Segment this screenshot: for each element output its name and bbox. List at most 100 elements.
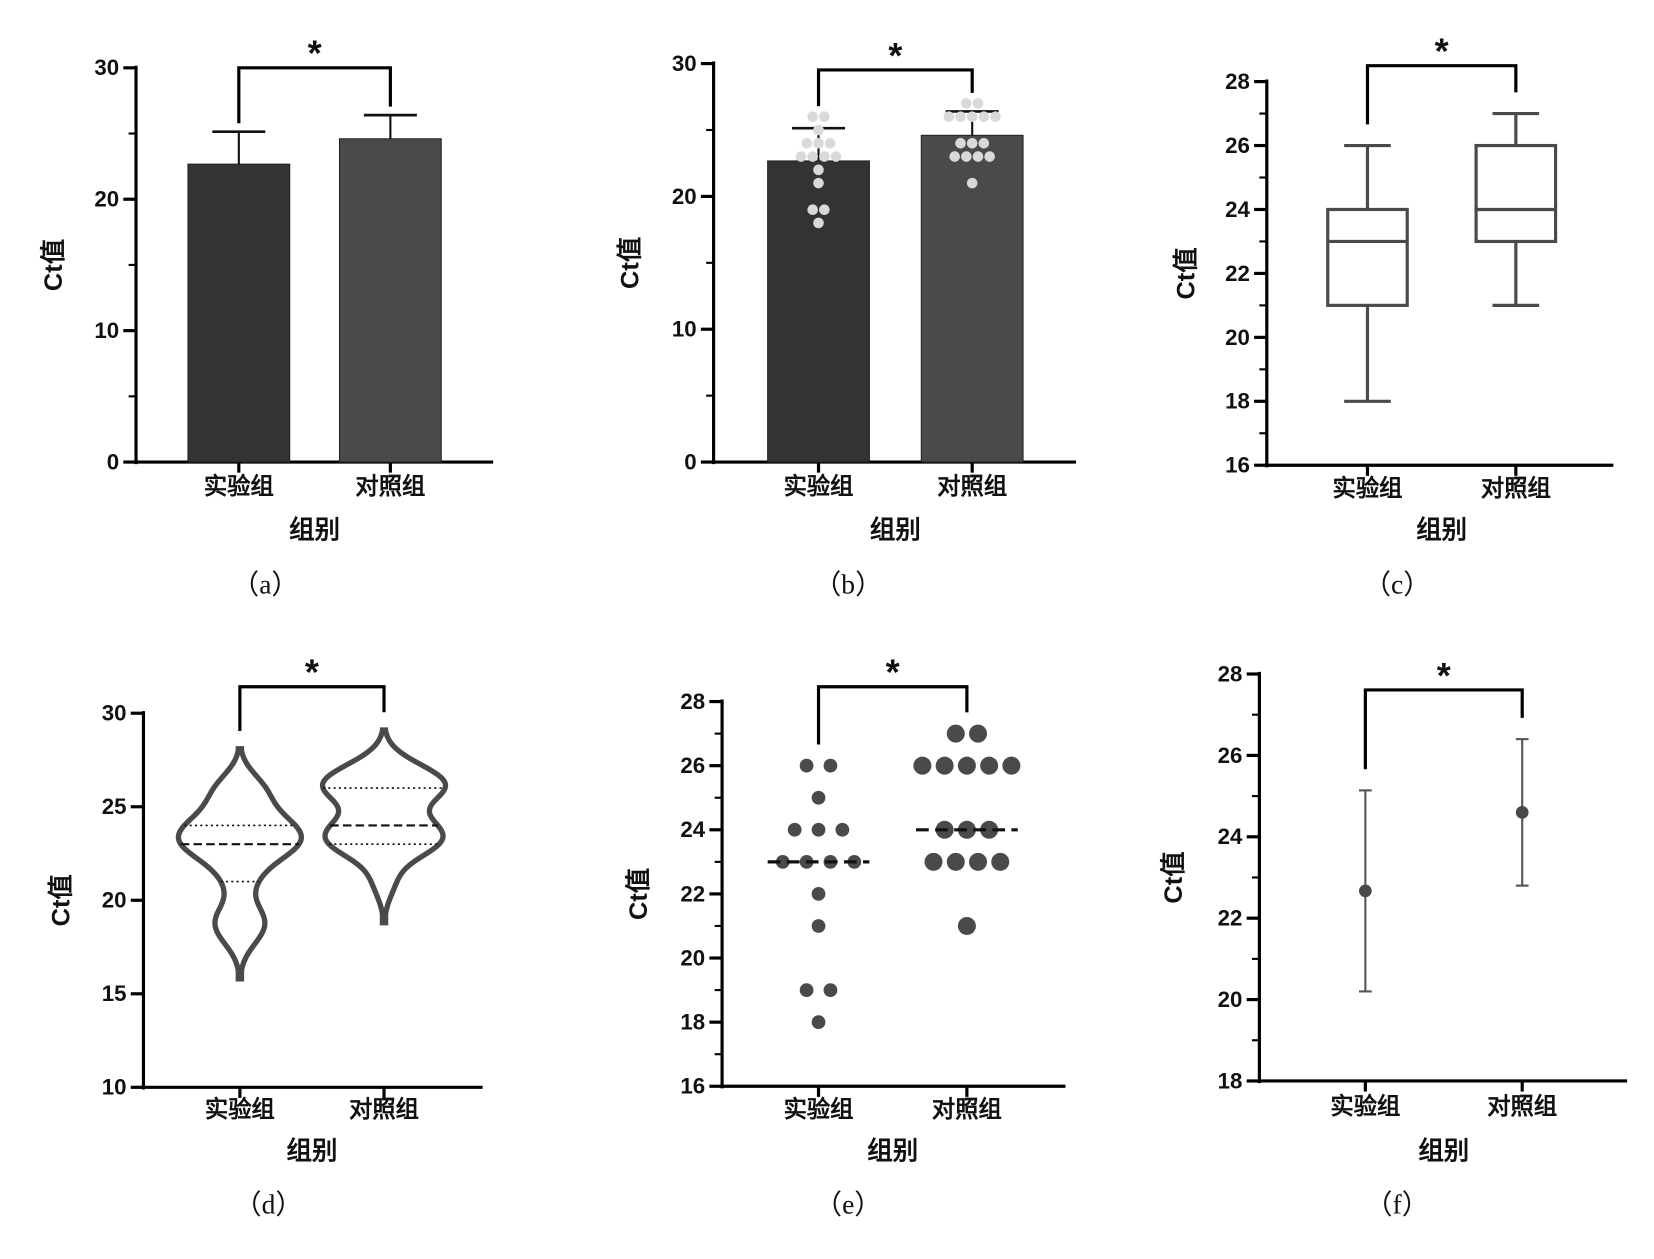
data-point (799, 983, 814, 997)
data-point (957, 916, 976, 935)
panel-caption: （a） (232, 568, 299, 599)
panel-caption: （c） (1363, 568, 1430, 599)
data-point (978, 137, 990, 149)
y-axis-label: Ct值 (625, 868, 653, 920)
bar (338, 138, 442, 463)
panel-caption: （e） (815, 1188, 882, 1219)
data-point (823, 983, 838, 997)
data-point (813, 164, 824, 176)
data-point (811, 919, 826, 933)
significance-star: * (1435, 31, 1449, 72)
data-point (966, 137, 978, 149)
data-point (961, 98, 972, 109)
data-point (980, 756, 999, 775)
data-point (935, 756, 954, 775)
data-point (807, 151, 818, 162)
mean-point (1359, 884, 1372, 898)
mean-point (1515, 806, 1529, 819)
box (1474, 143, 1558, 244)
data-point (813, 124, 824, 136)
y-tick-label: 26 (1225, 133, 1250, 158)
data-point (1002, 756, 1021, 775)
y-tick-label: 20 (672, 184, 697, 209)
data-point (811, 1015, 826, 1030)
data-point (991, 852, 1010, 871)
x-tick-label: 对照组 (1481, 475, 1551, 501)
x-axis-label: 组别 (289, 515, 340, 544)
significance-star: * (886, 652, 900, 693)
data-point (801, 137, 813, 149)
data-point (813, 137, 824, 149)
x-tick-label: 对照组 (349, 1096, 419, 1122)
y-tick-label: 28 (1225, 69, 1250, 94)
significance-bracket (816, 68, 974, 107)
x-axis-label: 组别 (1418, 1136, 1469, 1165)
data-point (949, 151, 961, 162)
y-tick-label: 30 (94, 55, 119, 80)
y-tick-label: 16 (1225, 453, 1250, 478)
data-point (830, 151, 842, 162)
panel-caption: （b） (814, 568, 883, 599)
y-tick-label: 0 (107, 449, 119, 474)
y-tick-label: 16 (680, 1074, 705, 1099)
y-tick-label: 10 (94, 318, 119, 343)
x-tick-label: 实验组 (784, 1095, 854, 1122)
x-tick-label: 对照组 (355, 473, 425, 499)
data-point (819, 204, 830, 215)
data-point (795, 151, 807, 162)
x-tick-label: 对照组 (937, 473, 1007, 499)
x-tick-label: 实验组 (784, 472, 854, 499)
significance-star: * (305, 652, 319, 693)
data-point (943, 111, 955, 123)
y-tick-label: 26 (680, 753, 705, 778)
data-point (990, 111, 1001, 123)
data-point (984, 151, 995, 162)
data-point (966, 177, 978, 189)
data-point (819, 151, 830, 162)
violin (175, 746, 305, 982)
y-tick-label: 24 (680, 817, 705, 842)
data-point (955, 137, 966, 149)
data-point (946, 724, 965, 743)
data-point (972, 151, 984, 162)
y-tick-label: 18 (680, 1010, 705, 1035)
significance-bracket (237, 66, 392, 124)
x-axis-label: 组别 (867, 1136, 918, 1165)
significance-star: * (888, 35, 902, 76)
significance-bracket (816, 685, 969, 745)
y-tick-label: 28 (1218, 661, 1243, 686)
data-point (924, 852, 943, 871)
data-point (811, 790, 826, 805)
y-tick-label: 26 (1218, 743, 1243, 768)
y-axis-label: Ct值 (1160, 851, 1188, 903)
data-point (799, 758, 814, 773)
data-point (823, 758, 838, 773)
y-tick-label: 22 (680, 881, 705, 906)
x-axis-label: 组别 (1416, 515, 1467, 544)
data-point (955, 111, 966, 123)
y-tick-label: 0 (684, 449, 696, 474)
data-point (913, 756, 932, 775)
box (1326, 207, 1409, 307)
y-axis-label: Ct值 (47, 874, 75, 926)
significance-bracket (1365, 64, 1518, 125)
y-tick-label: 30 (102, 701, 127, 726)
y-tick-label: 22 (1225, 261, 1250, 286)
x-tick-label: 对照组 (932, 1096, 1002, 1122)
y-tick-label: 20 (102, 888, 127, 913)
y-axis-label: Ct值 (40, 239, 68, 291)
data-point (811, 887, 826, 901)
data-point (969, 724, 988, 743)
data-point (824, 137, 836, 149)
y-tick-label: 24 (1218, 824, 1243, 849)
y-tick-label: 20 (1218, 987, 1243, 1012)
y-tick-label: 18 (1225, 389, 1250, 414)
bar (920, 134, 1024, 463)
x-tick-label: 对照组 (1487, 1093, 1557, 1119)
x-tick-label: 实验组 (204, 472, 274, 499)
data-point (961, 151, 972, 162)
